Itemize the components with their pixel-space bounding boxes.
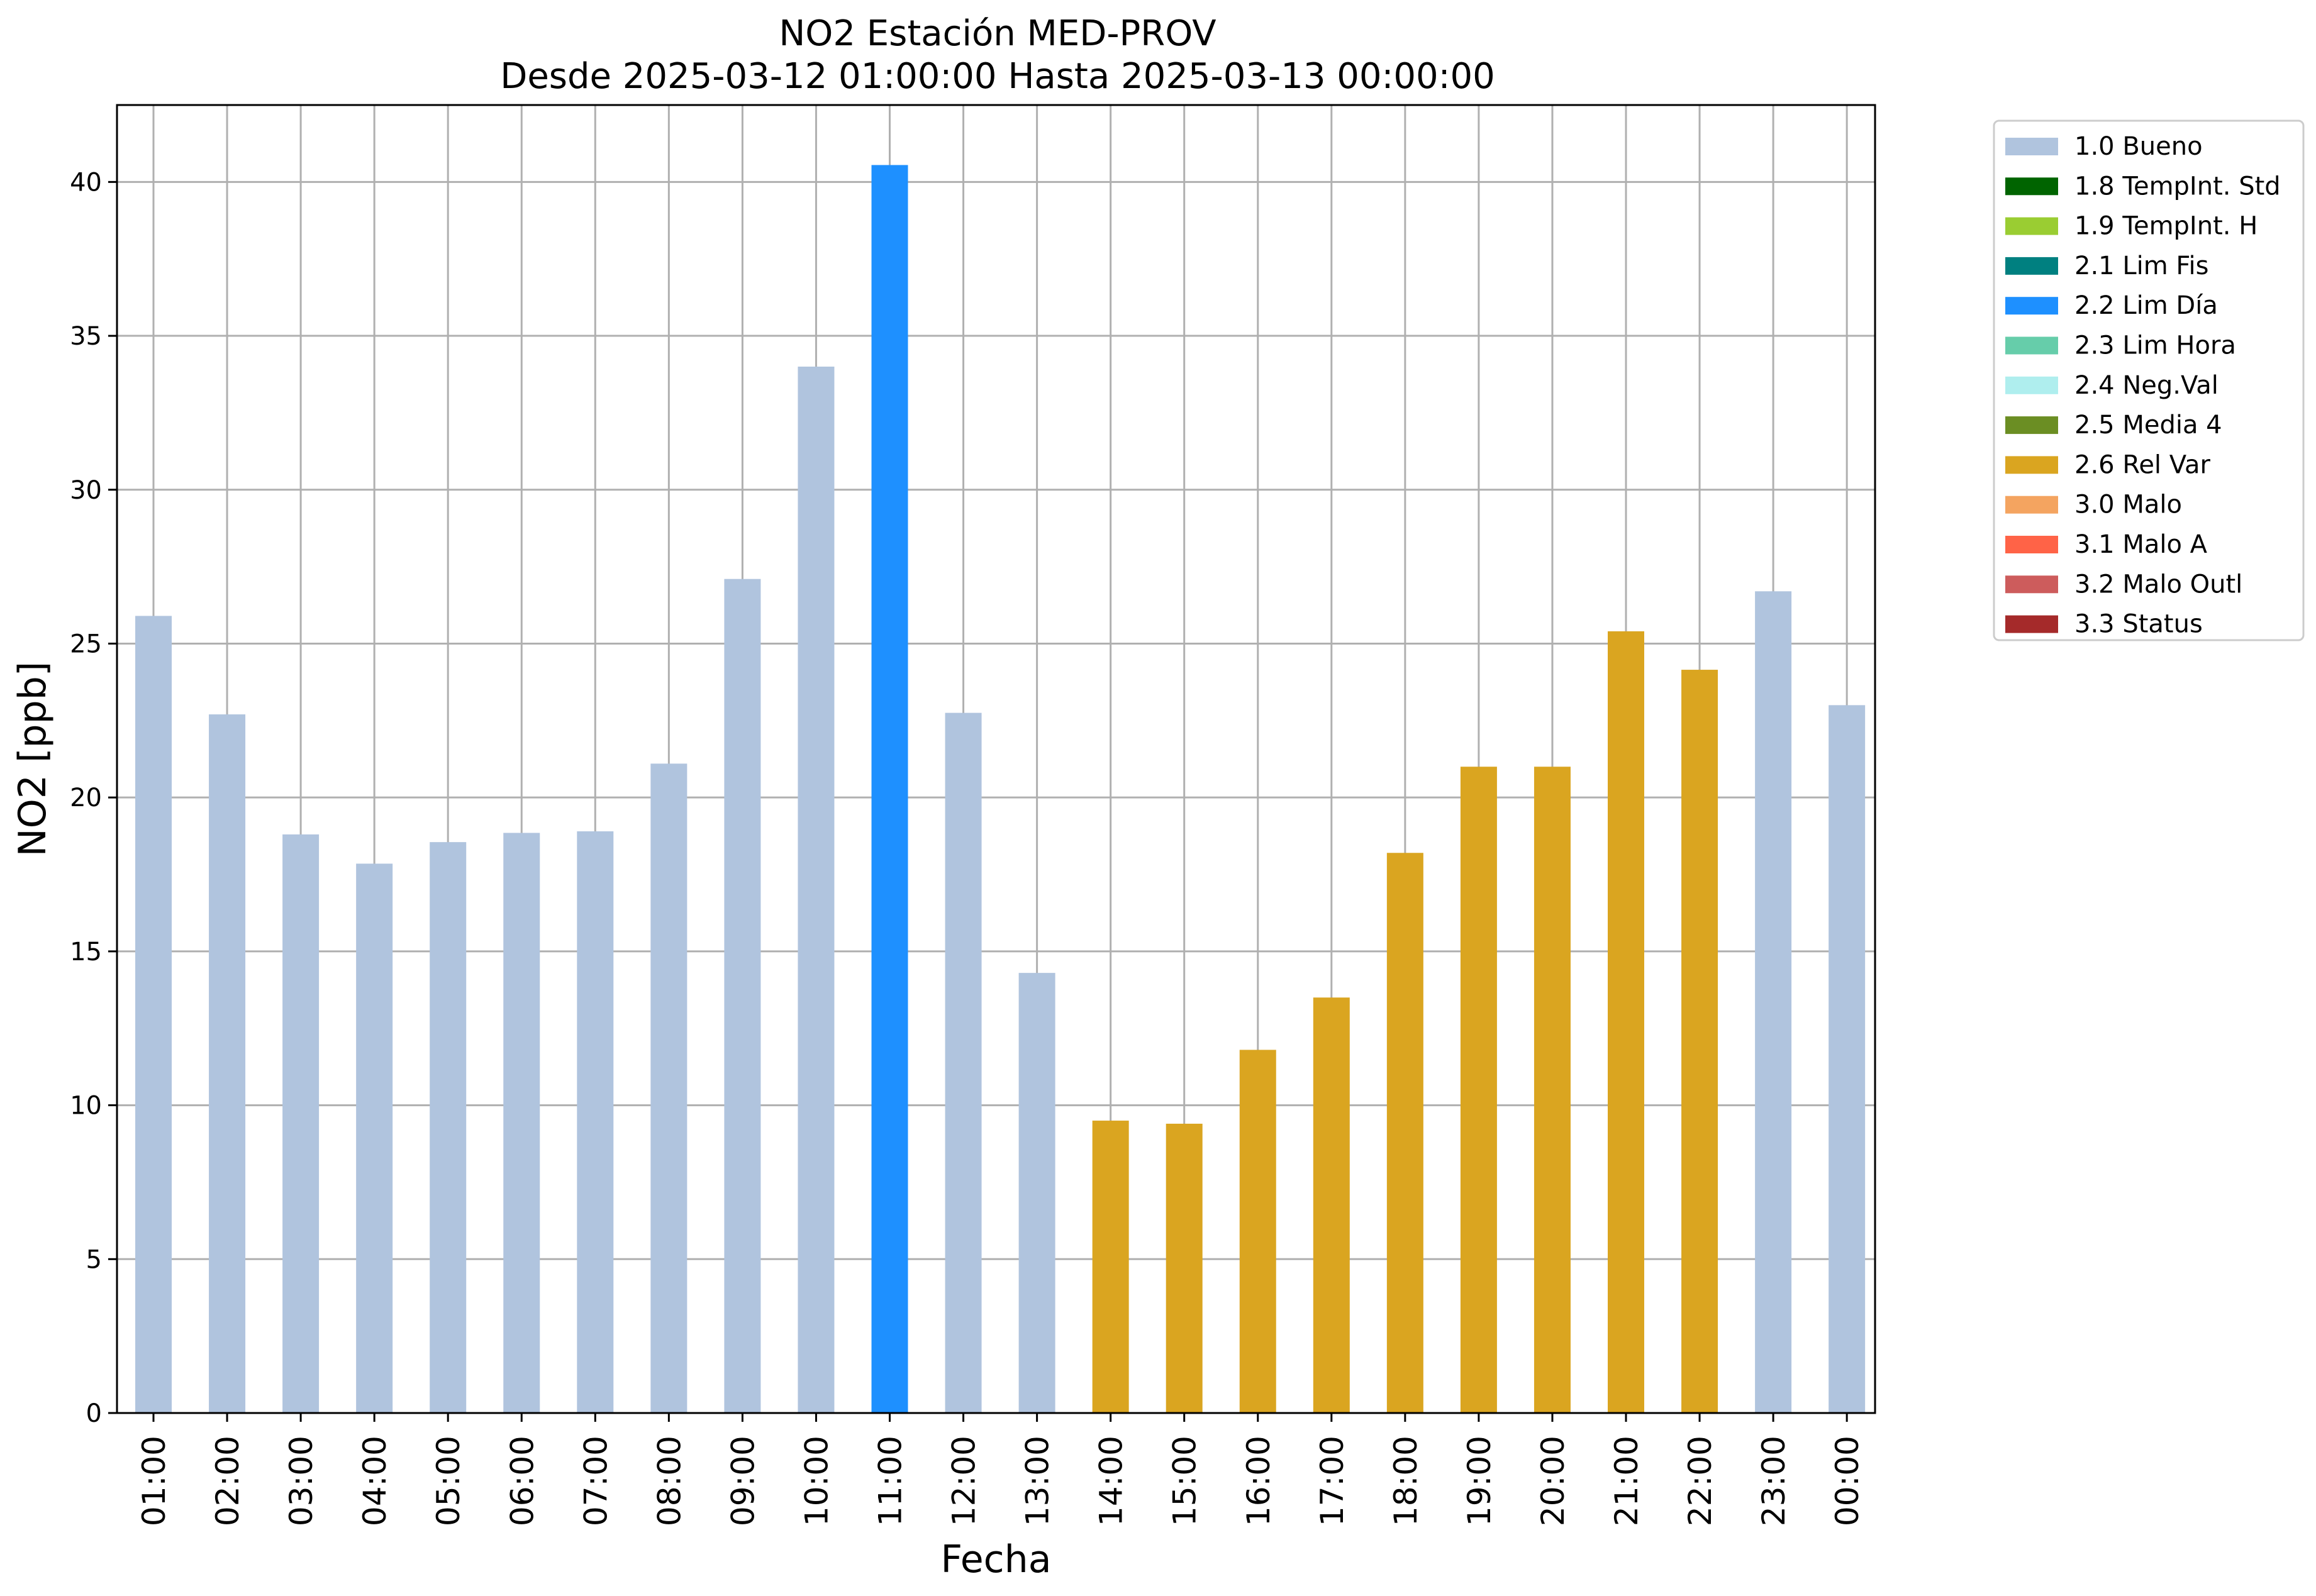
- legend-label: 2.5 Media 4: [2074, 411, 2222, 440]
- legend: 1.0 Bueno 1.8 TempInt. Std 1.9 TempInt. H 2…: [1993, 119, 2305, 641]
- y-tick-label: 0: [86, 1399, 102, 1428]
- x-tick-label: 12:00: [946, 1436, 983, 1526]
- bar-1900: [1460, 767, 1497, 1413]
- y-axis-label: NO2 [ppb]: [11, 662, 55, 856]
- bar-1000: [798, 367, 835, 1413]
- legend-label: 2.4 Neg.Val: [2074, 371, 2219, 400]
- bar-2100: [1608, 631, 1644, 1414]
- legend-swatch: [2005, 416, 2058, 435]
- legend-swatch: [2005, 536, 2058, 553]
- y-tick-label: 40: [70, 168, 102, 197]
- legend-swatch: [2005, 615, 2058, 633]
- bar-0500: [430, 842, 467, 1413]
- x-tick-label: 18:00: [1388, 1436, 1424, 1526]
- legend-swatch: [2005, 297, 2058, 315]
- bar-1500: [1166, 1123, 1203, 1413]
- x-tick-label: 13:00: [1020, 1436, 1056, 1526]
- legend-label: 2.3 Lim Hora: [2074, 331, 2236, 360]
- x-tick-label: 06:00: [504, 1436, 540, 1526]
- bar-0000: [1829, 705, 1866, 1413]
- bar-1700: [1313, 997, 1350, 1413]
- chart-title: NO2 Estación MED-PROV: [779, 13, 1216, 54]
- bar-1300: [1018, 973, 1055, 1413]
- x-tick-label: 20:00: [1535, 1436, 1571, 1526]
- x-tick-label: 04:00: [357, 1436, 393, 1526]
- bar-0100: [135, 616, 172, 1413]
- x-tick-label: 01:00: [136, 1436, 172, 1526]
- x-tick-label: 08:00: [651, 1436, 688, 1526]
- x-ticks: 01:00 02:00 03:00 04:00 05:00 06:00 07:00 08:00…: [136, 1413, 1866, 1526]
- y-tick-label: 30: [70, 476, 102, 505]
- bar-0900: [724, 579, 761, 1413]
- x-tick-label: 11:00: [872, 1436, 909, 1526]
- legend-label: 1.9 TempInt. H: [2074, 212, 2258, 241]
- bar-1100: [871, 165, 908, 1413]
- legend-swatch: [2005, 217, 2058, 235]
- y-tick-label: 35: [70, 322, 102, 351]
- bar-2300: [1755, 591, 1792, 1414]
- y-tick-label: 20: [70, 784, 102, 812]
- bar-0200: [209, 714, 246, 1413]
- bar-1400: [1092, 1121, 1129, 1413]
- x-tick-label: 15:00: [1167, 1436, 1203, 1526]
- bar-0600: [503, 833, 540, 1413]
- plot-frame: [116, 104, 1876, 1414]
- x-tick-label: 14:00: [1093, 1436, 1130, 1526]
- bar-0700: [577, 831, 614, 1413]
- y-tick-label: 5: [86, 1245, 102, 1274]
- bar-2200: [1681, 670, 1718, 1413]
- bar-0800: [650, 763, 688, 1413]
- legend-swatch: [2005, 336, 2058, 355]
- x-tick-label: 17:00: [1314, 1436, 1350, 1526]
- y-ticks: 0 5 10 15 20 25 30 35 40: [70, 168, 117, 1428]
- legend-label: 1.8 TempInt. Std: [2074, 172, 2281, 201]
- legend-label: 2.2 Lim Día: [2074, 291, 2218, 320]
- x-tick-label: 03:00: [283, 1436, 320, 1526]
- legend-swatch: [2005, 456, 2058, 474]
- x-tick-label: 19:00: [1461, 1436, 1498, 1526]
- legend-label: 3.1 Malo A: [2074, 530, 2208, 559]
- chart-subtitle: Desde 2025-03-12 01:00:00 Hasta 2025-03-…: [500, 56, 1495, 97]
- bar-1800: [1386, 853, 1423, 1413]
- bar-0400: [356, 863, 393, 1413]
- legend-swatch: [2005, 177, 2058, 196]
- legend-swatch: [2005, 138, 2058, 155]
- bar-0300: [282, 834, 320, 1413]
- bar-2000: [1534, 767, 1571, 1413]
- legend-swatch: [2005, 376, 2058, 394]
- x-tick-label: 16:00: [1240, 1436, 1277, 1526]
- legend-label: 3.3 Status: [2074, 610, 2203, 639]
- y-tick-label: 25: [70, 629, 102, 658]
- legend-label: 2.1 Lim Fis: [2074, 252, 2208, 280]
- x-tick-label: 23:00: [1756, 1436, 1792, 1526]
- legend-swatch: [2005, 496, 2058, 514]
- legend-label: 3.2 Malo Outl: [2074, 570, 2242, 599]
- x-axis-label: Fecha: [941, 1538, 1052, 1582]
- bar-1200: [945, 712, 982, 1413]
- x-tick-label: 05:00: [430, 1436, 467, 1526]
- x-tick-label: 02:00: [209, 1436, 246, 1526]
- x-tick-label: 10:00: [798, 1436, 835, 1526]
- legend-label: 3.0 Malo: [2074, 490, 2182, 519]
- legend-swatch: [2005, 575, 2058, 594]
- y-tick-label: 10: [70, 1092, 102, 1121]
- x-tick-label: 22:00: [1682, 1436, 1718, 1526]
- legend-label: 2.6 Rel Var: [2074, 450, 2211, 479]
- x-tick-label: 21:00: [1608, 1436, 1645, 1526]
- legend-box: [1993, 119, 2305, 641]
- legend-swatch: [2005, 257, 2058, 275]
- legend-label: 1.0 Bueno: [2074, 132, 2203, 161]
- bar-1600: [1239, 1050, 1276, 1413]
- bars: [135, 165, 1866, 1414]
- x-tick-label: 09:00: [725, 1436, 761, 1526]
- axes: [116, 104, 1876, 1414]
- x-tick-label: 07:00: [577, 1436, 614, 1526]
- y-tick-label: 15: [70, 938, 102, 967]
- x-tick-label: 00:00: [1829, 1436, 1866, 1526]
